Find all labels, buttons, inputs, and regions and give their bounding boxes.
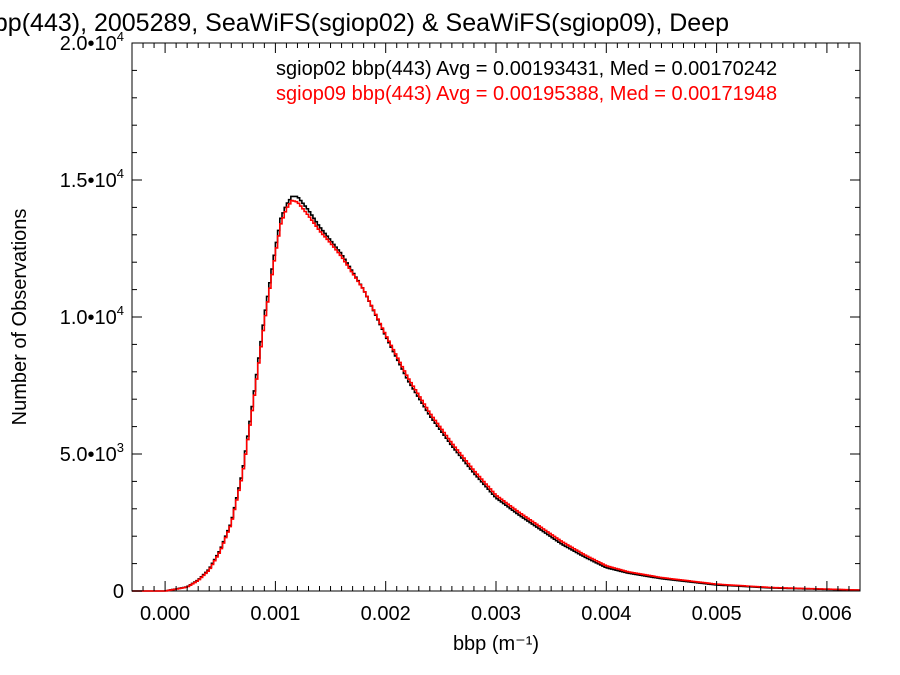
chart-title: bbp(443), 2005289, SeaWiFS(sgiop02) & Se…	[0, 9, 729, 37]
legend-entry-sgiop09: sgiop09 bbp(443) Avg = 0.00195388, Med =…	[276, 83, 777, 105]
y-axis: 0 5.0•103 1.0•104 1.5•104 2.0•104	[60, 29, 860, 603]
series-group	[132, 195, 860, 592]
x-tick-label: 0.003	[471, 603, 521, 625]
plot-frame	[131, 42, 861, 592]
x-tick-label: 0.005	[692, 603, 742, 625]
x-axis: 0.000 0.001 0.002 0.003 0.004 0.005 0.006	[131, 43, 861, 625]
x-tick-label: 0.002	[361, 603, 411, 625]
x-axis-label: bbp (m⁻¹)	[453, 633, 539, 655]
y-tick-label: 0	[113, 581, 124, 603]
legend-entry-sgiop02: sgiop02 bbp(443) Avg = 0.00193431, Med =…	[276, 58, 777, 80]
y-tick-label: 2.0•104	[60, 29, 124, 55]
x-tick-label: 0.004	[581, 603, 631, 625]
y-tick-label: 5.0•103	[60, 440, 124, 466]
x-tick-label: 0.000	[140, 603, 190, 625]
series-sgiop09-line	[132, 199, 860, 592]
y-axis-label: Number of Observations	[9, 209, 31, 426]
series-sgiop02-line	[132, 195, 860, 592]
y-tick-label: 1.0•104	[60, 303, 124, 329]
y-tick-label: 1.5•104	[60, 166, 124, 192]
x-tick-label: 0.006	[802, 603, 852, 625]
x-tick-label: 0.001	[250, 603, 300, 625]
